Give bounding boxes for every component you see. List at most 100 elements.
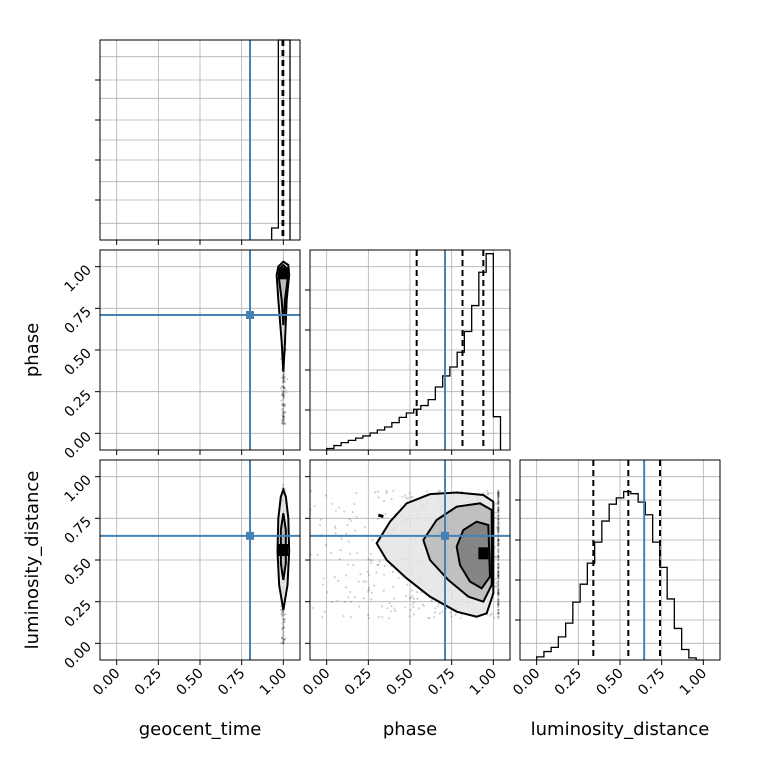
- gridlines-2-0: [100, 460, 300, 660]
- sample-point: [283, 380, 287, 383]
- sample-point: [262, 508, 264, 510]
- sample-point: [495, 502, 498, 505]
- sample-point: [454, 613, 457, 616]
- contour-line-1: [279, 513, 287, 581]
- sample-point: [497, 600, 500, 603]
- sample-point: [411, 595, 414, 598]
- sample-point: [497, 615, 500, 618]
- sample-point: [283, 386, 286, 389]
- sample-point: [497, 494, 500, 497]
- sample-point: [346, 563, 349, 566]
- sample-point: [497, 555, 500, 558]
- sample-point: [497, 573, 500, 576]
- sample-point: [497, 571, 500, 574]
- sample-point: [336, 599, 339, 602]
- sample-point: [497, 494, 500, 497]
- sample-point: [497, 567, 500, 570]
- sample-point: [390, 497, 393, 501]
- sample-point: [497, 561, 500, 565]
- sample-point: [497, 573, 500, 576]
- sample-point: [497, 602, 500, 605]
- sample-point: [282, 621, 285, 624]
- sample-point: [497, 501, 500, 505]
- sample-point: [497, 538, 500, 541]
- sample-point: [351, 510, 354, 514]
- sample-point: [377, 490, 380, 493]
- sample-point: [281, 392, 284, 395]
- sample-point: [280, 408, 284, 411]
- sample-point: [331, 502, 334, 505]
- sample-point: [497, 491, 500, 494]
- sample-point: [282, 410, 285, 413]
- contour-line-0: [276, 487, 291, 611]
- sample-point: [497, 527, 500, 530]
- sample-point: [282, 421, 285, 424]
- sample-point: [282, 396, 285, 399]
- sample-point: [497, 530, 500, 533]
- sample-point: [378, 560, 381, 563]
- sample-point: [283, 376, 286, 379]
- sample-point: [497, 495, 500, 498]
- sample-point: [418, 607, 421, 610]
- sample-point: [497, 577, 500, 580]
- sample-point: [490, 492, 493, 495]
- y-tick-label: 0.50: [61, 556, 94, 589]
- sample-point: [389, 610, 392, 613]
- sample-point: [497, 602, 500, 605]
- sample-point: [497, 506, 500, 509]
- sample-point: [496, 606, 500, 609]
- gridlines-1-0: [100, 250, 300, 450]
- sample-point: [497, 542, 500, 545]
- sample-point: [497, 490, 500, 494]
- sample-point: [405, 594, 408, 597]
- hist-gridlines-phase: [310, 289, 510, 411]
- sample-point: [282, 387, 286, 390]
- truth-marker-phase-vs-luminosity-distance: [441, 531, 449, 540]
- sample-point: [281, 414, 284, 417]
- sample-point: [497, 526, 500, 529]
- sample-point: [281, 629, 284, 632]
- sample-point: [497, 521, 500, 524]
- sample-point: [281, 613, 284, 616]
- sample-point: [283, 405, 286, 408]
- sample-point: [497, 510, 500, 514]
- sample-point: [497, 543, 500, 547]
- sample-point: [495, 581, 498, 585]
- sample-point: [281, 637, 284, 640]
- hist-gridlines-geocent-time: [100, 79, 300, 201]
- sample-point: [497, 515, 500, 518]
- sample-point: [121, 586, 123, 588]
- x-tick-label: 0.75: [425, 666, 458, 699]
- sample-point: [497, 608, 500, 611]
- sample-point: [280, 385, 284, 388]
- sample-point: [282, 385, 285, 388]
- sample-point: [339, 549, 342, 552]
- sample-point: [283, 416, 286, 419]
- sample-point: [268, 496, 270, 498]
- sample-point: [281, 412, 285, 415]
- sample-point: [355, 491, 358, 495]
- sample-point: [281, 639, 284, 642]
- sample-point: [282, 415, 285, 418]
- sample-point: [434, 611, 437, 614]
- sample-point: [282, 642, 285, 645]
- sample-point: [497, 540, 500, 543]
- sample-point: [497, 492, 500, 495]
- sample-point: [282, 634, 285, 637]
- sample-point: [408, 492, 411, 495]
- sample-point: [282, 403, 285, 406]
- sample-point: [497, 574, 500, 577]
- sample-point: [385, 491, 388, 494]
- sample-point: [319, 518, 322, 521]
- sample-point: [497, 525, 500, 528]
- sample-point: [497, 509, 500, 512]
- sample-point: [382, 573, 386, 576]
- sample-point: [377, 496, 380, 499]
- x-tick-label: 0.00: [300, 666, 333, 699]
- sample-point: [293, 584, 295, 586]
- panel-frame-geocent-time: [99, 39, 301, 241]
- sample-point: [272, 582, 274, 584]
- sample-point: [497, 515, 500, 518]
- sample-point: [497, 570, 500, 573]
- sample-point: [282, 393, 285, 396]
